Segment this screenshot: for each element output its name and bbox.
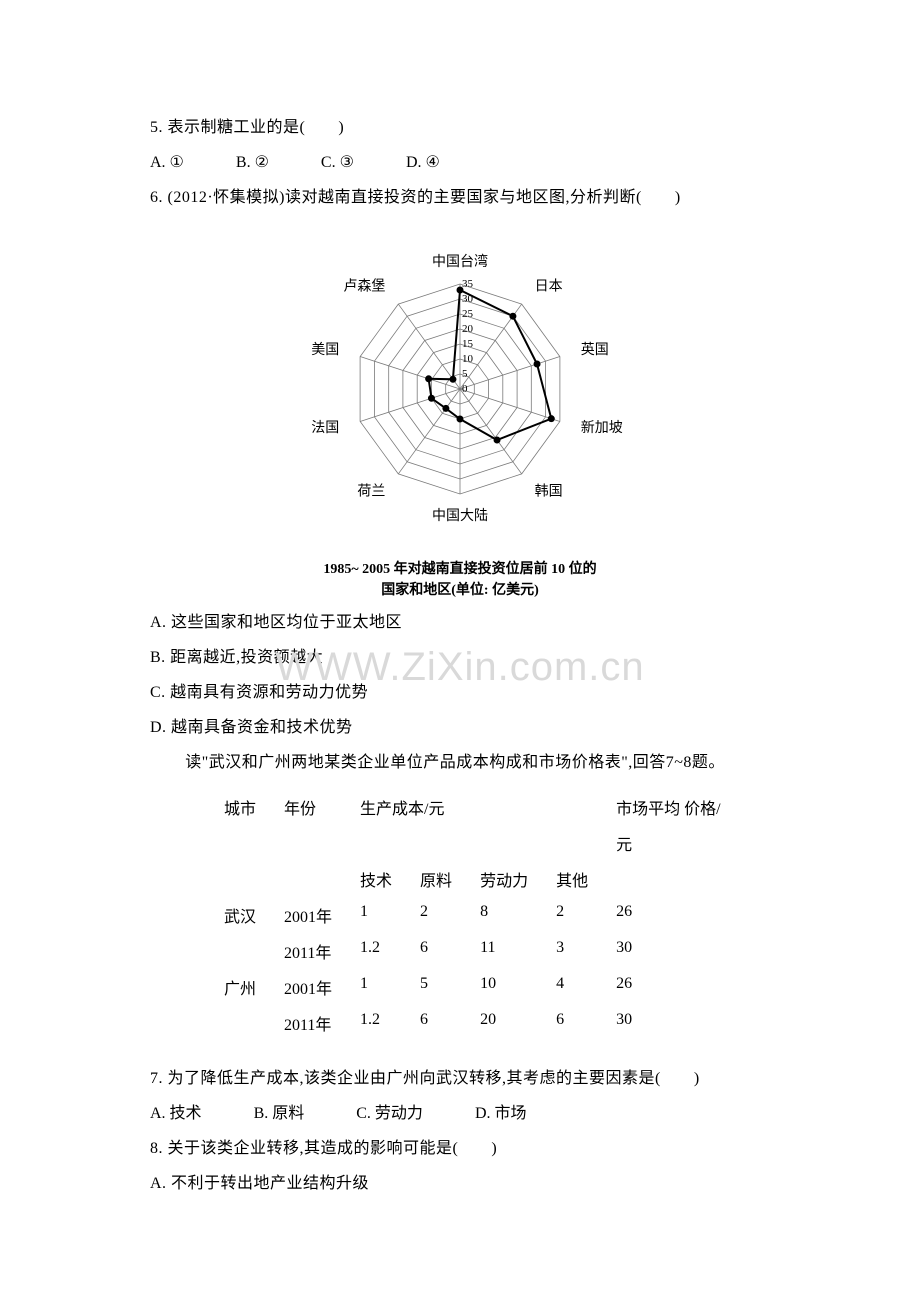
table-cell-mat: 5: [406, 969, 466, 1005]
table-row: 2011年1.2620630: [210, 1005, 735, 1041]
table-cell-labor: 20: [466, 1005, 542, 1041]
table-cell-other: 3: [542, 933, 602, 969]
table-row: 广州2001年1510426: [210, 969, 735, 1005]
q5-options: A. ① B. ② C. ③ D. ④: [150, 145, 770, 180]
svg-text:5: 5: [462, 368, 468, 380]
th-city: 城市: [210, 789, 270, 825]
th-year: 年份: [270, 789, 346, 825]
radar-svg: 05101520253035中国台湾日本英国新加坡韩国中国大陆荷兰法国美国卢森堡: [280, 224, 640, 554]
table-cell-labor: 8: [466, 897, 542, 933]
svg-text:美国: 美国: [311, 341, 339, 357]
q6-opt-b: B. 距离越近,投资额越大: [150, 640, 770, 675]
table-cell-mat: 2: [406, 897, 466, 933]
table-cell-price: 30: [602, 1005, 734, 1041]
document-page: 5. 表示制糖工业的是( ) A. ① B. ② C. ③ D. ④ 6. (2…: [0, 0, 920, 1302]
svg-text:中国大陆: 中国大陆: [432, 508, 488, 524]
th-price-l2: 元: [602, 825, 734, 861]
q5-opt-b: B. ②: [236, 145, 269, 180]
svg-text:20: 20: [462, 323, 474, 335]
svg-text:35: 35: [462, 278, 474, 290]
table-cell-tech: 1: [346, 897, 406, 933]
table-head-row2: 元: [210, 825, 735, 861]
table-cell-year: 2001年: [270, 897, 346, 933]
table-cell-mat: 6: [406, 1005, 466, 1041]
q5-opt-a: A. ①: [150, 145, 184, 180]
table-cell-year: 2011年: [270, 933, 346, 969]
table-cell-other: 2: [542, 897, 602, 933]
svg-text:日本: 日本: [535, 278, 563, 294]
table-subhead-row: 技术 原料 劳动力 其他: [210, 861, 735, 897]
q5-opt-d: D. ④: [406, 145, 440, 180]
q7-options: A. 技术 B. 原料 C. 劳动力 D. 市场: [150, 1096, 770, 1131]
svg-text:法国: 法国: [311, 420, 339, 436]
th-mat: 原料: [406, 861, 466, 897]
q7-stem: 7. 为了降低生产成本,该类企业由广州向武汉转移,其考虑的主要因素是( ): [150, 1061, 770, 1096]
cost-table: 城市 年份 生产成本/元 市场平均 价格/ 元 技术 原料 劳动力 其他 武汉2…: [210, 789, 735, 1041]
svg-text:中国台湾: 中国台湾: [432, 253, 488, 270]
th-other: 其他: [542, 861, 602, 897]
q8-stem: 8. 关于该类企业转移,其造成的影响可能是( ): [150, 1131, 770, 1166]
table-cell-year: 2001年: [270, 969, 346, 1005]
th-cost: 生产成本/元: [346, 789, 602, 825]
svg-text:卢森堡: 卢森堡: [343, 278, 385, 294]
table-row: 武汉2001年128226: [210, 897, 735, 933]
svg-text:英国: 英国: [581, 340, 609, 357]
svg-text:新加坡: 新加坡: [581, 420, 623, 436]
table-cell-tech: 1: [346, 969, 406, 1005]
table-cell-other: 6: [542, 1005, 602, 1041]
svg-text:0: 0: [462, 383, 468, 395]
table-cell-price: 30: [602, 933, 734, 969]
q5-opt-c: C. ③: [321, 145, 354, 180]
q7-opt-c: C. 劳动力: [356, 1096, 423, 1131]
table-cell-city: 广州: [210, 969, 270, 1005]
table-cell-year: 2011年: [270, 1005, 346, 1041]
table-cell-price: 26: [602, 969, 734, 1005]
q7-opt-a: A. 技术: [150, 1096, 202, 1131]
q5-stem: 5. 表示制糖工业的是( ): [150, 110, 770, 145]
svg-text:15: 15: [462, 338, 474, 350]
table-cell-other: 4: [542, 969, 602, 1005]
q8-opt-a: A. 不利于转出地产业结构升级: [150, 1166, 770, 1201]
svg-text:10: 10: [462, 353, 474, 365]
table-cell-tech: 1.2: [346, 1005, 406, 1041]
table-cell-mat: 6: [406, 933, 466, 969]
q7-opt-b: B. 原料: [254, 1096, 305, 1131]
th-tech: 技术: [346, 861, 406, 897]
table-cell-labor: 11: [466, 933, 542, 969]
q6-stem: 6. (2012·怀集模拟)读对越南直接投资的主要国家与地区图,分析判断( ): [150, 180, 770, 215]
table-cell-city: [210, 1005, 270, 1041]
table-cell-city: [210, 933, 270, 969]
q6-radar-chart: 05101520253035中国台湾日本英国新加坡韩国中国大陆荷兰法国美国卢森堡…: [150, 224, 770, 601]
th-price-l1: 市场平均 价格/: [602, 789, 734, 825]
q6-opt-c: C. 越南具有资源和劳动力优势: [150, 675, 770, 710]
table-cell-tech: 1.2: [346, 933, 406, 969]
table-cell-labor: 10: [466, 969, 542, 1005]
table-cell-price: 26: [602, 897, 734, 933]
svg-text:韩国: 韩国: [535, 483, 563, 499]
q7-opt-d: D. 市场: [475, 1096, 527, 1131]
q6-caption-line1: 1985~ 2005 年对越南直接投资位居前 10 位的: [150, 559, 770, 580]
q6-caption-line2: 国家和地区(单位: 亿美元): [150, 580, 770, 601]
table-row: 2011年1.2611330: [210, 933, 735, 969]
q6-opt-d: D. 越南具备资金和技术优势: [150, 710, 770, 745]
table-cell-city: 武汉: [210, 897, 270, 933]
svg-text:25: 25: [462, 308, 474, 320]
q78-intro: 读"武汉和广州两地某类企业单位产品成本构成和市场价格表",回答7~8题。: [150, 745, 770, 780]
table-head-row1: 城市 年份 生产成本/元 市场平均 价格/: [210, 789, 735, 825]
q6-opt-a: A. 这些国家和地区均位于亚太地区: [150, 605, 770, 640]
th-labor: 劳动力: [466, 861, 542, 897]
svg-text:荷兰: 荷兰: [357, 483, 385, 499]
